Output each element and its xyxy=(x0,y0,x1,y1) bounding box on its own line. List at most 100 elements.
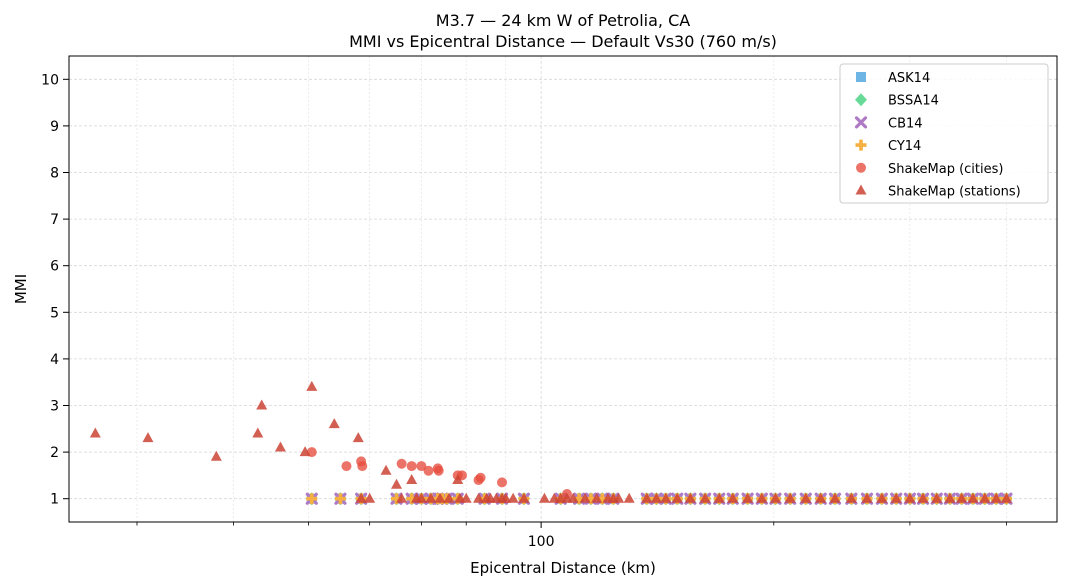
data-point xyxy=(956,492,968,503)
data-point xyxy=(742,492,754,503)
data-point xyxy=(967,492,979,503)
data-point xyxy=(396,458,407,469)
data-point xyxy=(299,446,311,457)
data-point xyxy=(579,492,591,503)
data-point xyxy=(274,441,286,452)
data-point xyxy=(364,492,376,503)
data-point xyxy=(415,492,427,503)
data-point xyxy=(567,492,579,503)
data-point xyxy=(917,492,929,503)
data-point xyxy=(357,461,368,472)
data-point xyxy=(452,474,464,485)
data-point xyxy=(944,492,956,503)
data-point xyxy=(406,461,417,472)
legend-label: ShakeMap (cities) xyxy=(888,162,1003,177)
data-point xyxy=(341,461,352,472)
data-point xyxy=(328,418,340,429)
y-tick-label: 5 xyxy=(50,305,59,321)
data-point xyxy=(990,492,1002,503)
legend-marker xyxy=(856,162,866,173)
data-point xyxy=(769,492,781,503)
data-point xyxy=(416,461,427,472)
y-axis-label: MMI xyxy=(12,274,30,304)
data-point xyxy=(518,492,530,503)
y-tick-label: 10 xyxy=(41,72,59,88)
legend-label: CY14 xyxy=(888,139,921,154)
data-point xyxy=(613,492,625,503)
y-tick-label: 2 xyxy=(50,445,59,461)
data-point xyxy=(538,492,550,503)
data-points xyxy=(89,380,1013,506)
y-tick-label: 3 xyxy=(50,399,59,415)
y-tick-label: 7 xyxy=(50,212,59,228)
x-axis-label: Epicentral Distance (km) xyxy=(470,559,656,577)
y-tick-label: 9 xyxy=(50,119,59,135)
y-tick-label: 4 xyxy=(50,352,59,368)
data-point xyxy=(89,427,101,438)
data-point xyxy=(334,493,346,505)
data-point xyxy=(641,492,653,503)
data-point xyxy=(829,492,841,503)
legend-label: ASK14 xyxy=(888,71,930,86)
data-point xyxy=(890,492,902,503)
data-point xyxy=(861,492,873,503)
data-point xyxy=(931,492,943,503)
data-point xyxy=(423,465,434,476)
data-point xyxy=(671,492,683,503)
legend-label: CB14 xyxy=(888,116,923,131)
legend: ASK14 BSSA14 CB14 CY14 ShakeMap (cities) Shak… xyxy=(839,63,1049,204)
data-point xyxy=(800,492,812,503)
data-point xyxy=(433,465,444,476)
data-point xyxy=(425,492,437,503)
data-point xyxy=(306,380,318,391)
data-point xyxy=(876,492,888,503)
data-point xyxy=(815,492,827,503)
data-point xyxy=(210,450,222,461)
data-point xyxy=(979,492,991,503)
data-point xyxy=(475,472,486,483)
y-tick-label: 1 xyxy=(50,492,59,508)
legend-box xyxy=(839,63,1049,204)
plot-frame xyxy=(68,55,1058,523)
chart-title: M3.7 — 24 km W of Petrolia, CA xyxy=(436,11,690,30)
y-tick-label: 6 xyxy=(50,259,59,275)
data-point xyxy=(591,492,603,503)
data-point xyxy=(306,493,318,505)
data-point xyxy=(497,477,508,488)
axis-ticks: 100 1 2 3 4 5 6 7 8 9 10 xyxy=(41,72,1007,550)
legend-marker xyxy=(854,116,868,129)
data-point xyxy=(1000,492,1012,503)
data-point xyxy=(784,492,796,503)
data-point xyxy=(845,492,857,503)
data-point xyxy=(660,492,672,503)
legend-marker xyxy=(855,139,867,151)
data-point xyxy=(473,492,485,503)
data-point xyxy=(352,432,364,443)
data-point xyxy=(507,492,519,503)
data-point xyxy=(699,492,711,503)
legend-marker xyxy=(856,72,866,82)
data-point xyxy=(460,492,472,503)
data-point xyxy=(396,492,408,503)
data-point xyxy=(391,478,403,489)
grid xyxy=(69,56,1057,522)
series-shakemap-stations xyxy=(89,380,1012,503)
data-point xyxy=(727,492,739,503)
data-point xyxy=(256,399,268,410)
data-point xyxy=(142,432,154,443)
data-point xyxy=(684,492,696,503)
legend-label: BSSA14 xyxy=(888,94,939,109)
data-point xyxy=(500,492,512,503)
data-point xyxy=(252,427,264,438)
data-point xyxy=(443,492,455,503)
chart-subtitle: MMI vs Epicentral Distance — Default Vs3… xyxy=(349,32,777,51)
data-point xyxy=(713,492,725,503)
legend-label: ShakeMap (stations) xyxy=(888,185,1021,200)
data-point xyxy=(355,492,367,503)
x-tick-label: 100 xyxy=(528,534,555,550)
data-point xyxy=(380,464,392,475)
y-tick-label: 8 xyxy=(50,166,59,182)
legend-marker xyxy=(855,93,867,107)
data-point xyxy=(406,474,418,485)
